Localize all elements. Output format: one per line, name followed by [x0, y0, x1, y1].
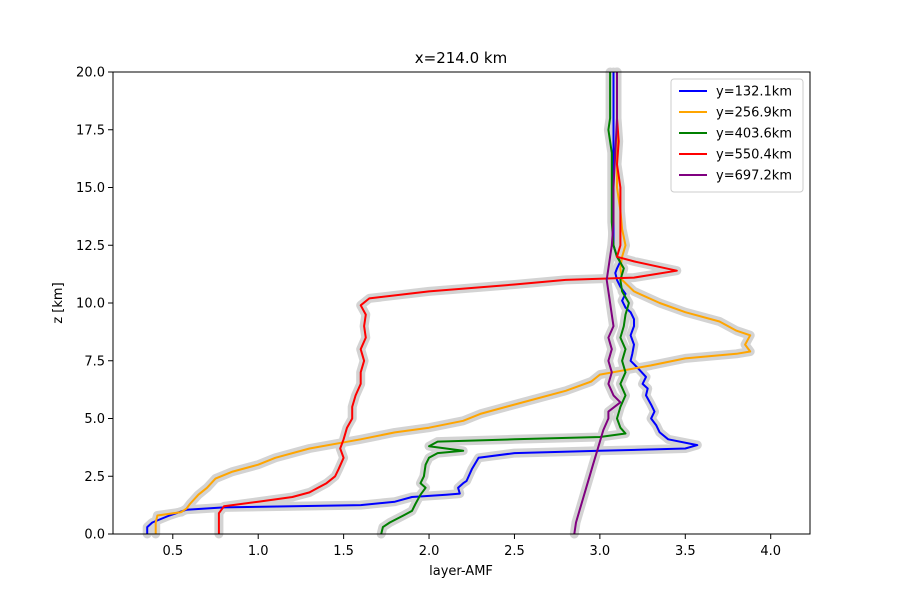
y-axis-ticks: 0.0 2.5 5.0 7.5 10.0 12.5 15.0 17.5 20.0 — [76, 66, 113, 543]
y-tick-label: 10.0 — [76, 297, 105, 312]
legend-label-4: y=550.4km — [716, 148, 792, 163]
x-tick-label: 3.5 — [675, 544, 696, 559]
x-tick-label: 3.0 — [590, 544, 611, 559]
series-line-4 — [217, 72, 678, 534]
series-line-5 — [573, 72, 622, 535]
chart-title: x=214.0 km — [415, 49, 507, 67]
y-tick-label: 17.5 — [76, 123, 105, 138]
y-tick-label: 5.0 — [84, 412, 105, 427]
x-tick-label: 0.5 — [162, 544, 183, 559]
series-lines — [146, 72, 752, 535]
x-axis-ticks: 0.5 1.0 1.5 2.0 2.5 3.0 3.5 4.0 — [162, 534, 781, 559]
legend-box — [670, 78, 804, 193]
x-axis-label: layer-AMF — [429, 564, 493, 579]
x-tick-label: 4.0 — [760, 544, 781, 559]
legend-label-2: y=256.9km — [716, 106, 792, 121]
legend: y=132.1km y=256.9km y=403.6km y=550.4km y=69… — [670, 78, 804, 193]
x-tick-label: 2.5 — [504, 544, 525, 559]
y-tick-label: 20.0 — [76, 66, 105, 81]
y-tick-label: 0.0 — [84, 528, 105, 543]
y-tick-label: 15.0 — [76, 181, 105, 196]
y-tick-label: 2.5 — [84, 470, 105, 485]
y-tick-label: 7.5 — [84, 354, 105, 369]
y-axis-label: z [km] — [51, 282, 66, 323]
legend-label-5: y=697.2km — [716, 169, 792, 184]
x-tick-label: 2.0 — [419, 544, 440, 559]
series-line-3 — [380, 72, 630, 535]
legend-label-1: y=132.1km — [716, 85, 792, 100]
series-line-1 — [146, 72, 699, 534]
y-tick-label: 12.5 — [76, 239, 105, 254]
legend-label-3: y=403.6km — [716, 127, 792, 142]
x-tick-label: 1.5 — [333, 544, 354, 559]
x-tick-label: 1.0 — [248, 544, 269, 559]
